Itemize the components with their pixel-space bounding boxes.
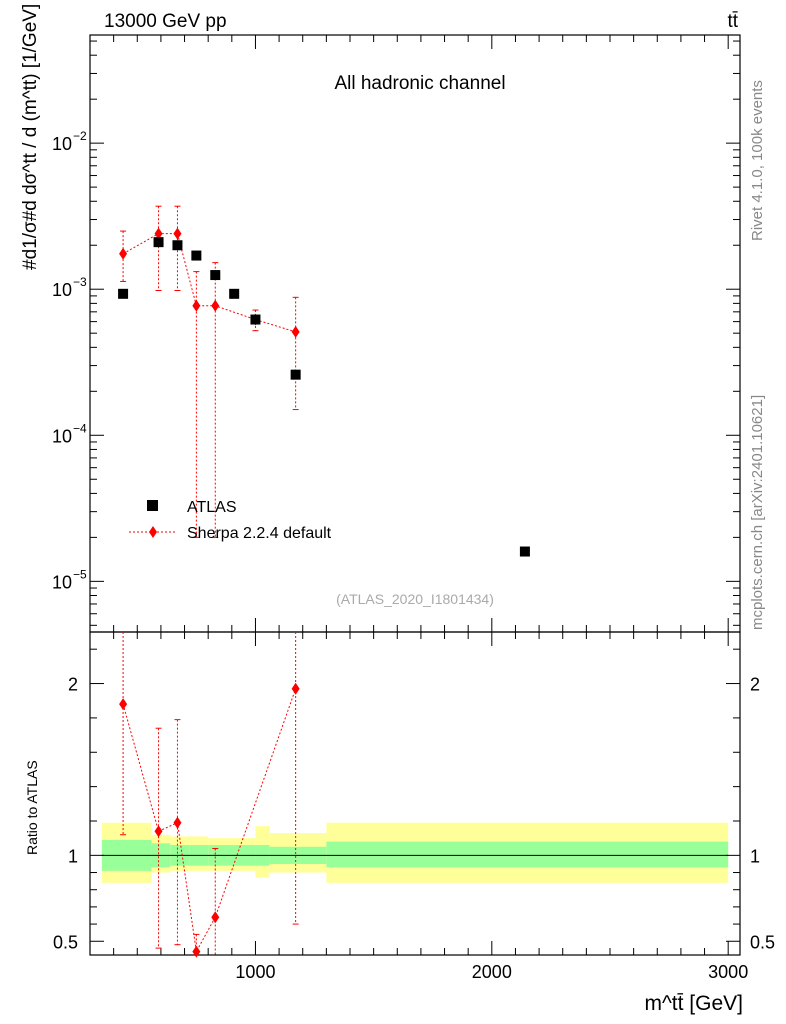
main-y-tick-label-exponent: −5 bbox=[73, 567, 87, 581]
legend-sherpa-marker bbox=[149, 526, 157, 538]
rivet-version-label: Rivet 4.1.0, 100k events bbox=[749, 80, 766, 241]
energy-label: 13000 GeV pp bbox=[104, 11, 227, 32]
sherpa-point bbox=[192, 299, 201, 312]
analysis-id: (ATLAS_2020_I1801434) bbox=[336, 591, 494, 607]
ratio-y-tick-label-right: 2 bbox=[750, 675, 760, 695]
legend-sherpa-label: Sherpa 2.2.4 default bbox=[187, 525, 332, 542]
legend-atlas-label: ATLAS bbox=[187, 499, 237, 516]
main-y-tick-label: 10 bbox=[52, 280, 72, 300]
ratio-sherpa-point bbox=[291, 682, 300, 695]
x-tick-label: 3000 bbox=[708, 962, 748, 982]
atlas-point bbox=[118, 288, 129, 299]
atlas-point bbox=[210, 270, 221, 281]
sherpa-point bbox=[154, 227, 163, 240]
ratio-band-inner bbox=[326, 841, 729, 868]
x-tick-label: 1000 bbox=[235, 962, 275, 982]
ratio-sherpa-point bbox=[173, 816, 182, 829]
atlas-point bbox=[519, 546, 530, 557]
atlas-point bbox=[153, 237, 164, 248]
ratio-plot-frame bbox=[89, 631, 741, 956]
sherpa-point bbox=[173, 227, 182, 240]
ratio-sherpa-line bbox=[122, 688, 297, 954]
sherpa-point bbox=[211, 299, 220, 312]
main-y-tick-label: 10 bbox=[52, 426, 72, 446]
main-y-tick-label: 10 bbox=[52, 134, 72, 154]
atlas-point bbox=[172, 240, 183, 251]
ratio-axis-ticks: 0.5 0.5 1 1 2 2 1000 2000 3000 bbox=[53, 632, 775, 982]
main-plot-frame bbox=[89, 34, 741, 633]
chart-title: All hadronic channel bbox=[334, 73, 505, 94]
ratio-y-tick-label: 2 bbox=[68, 675, 78, 695]
main-y-tick-label-exponent: −3 bbox=[73, 275, 87, 289]
atlas-point bbox=[250, 314, 261, 325]
atlas-point bbox=[290, 369, 301, 380]
main-y-axis-label: #d1/σ#d dσ^tt / d (m^tt) [1/GeV] bbox=[20, 4, 41, 270]
main-axis-ticks: 10−510−410−310−2 bbox=[52, 35, 740, 632]
main-y-tick-label-exponent: −2 bbox=[73, 129, 87, 143]
sherpa-point bbox=[291, 325, 300, 338]
ratio-y-tick-label: 0.5 bbox=[53, 932, 78, 952]
x-axis-label: m^tt̄ [GeV] bbox=[644, 992, 743, 1015]
main-y-tick-label: 10 bbox=[52, 572, 72, 592]
atlas-point bbox=[191, 250, 202, 261]
ratio-y-tick-label-right: 1 bbox=[750, 846, 760, 866]
atlas-point bbox=[229, 288, 240, 299]
ratio-y-axis-label: Ratio to ATLAS bbox=[24, 760, 40, 855]
main-plot-marks bbox=[118, 205, 530, 557]
ratio-sherpa-point bbox=[119, 698, 128, 711]
ratio-sherpa-point bbox=[211, 911, 220, 924]
x-tick-label: 2000 bbox=[472, 962, 512, 982]
ratio-sherpa-point bbox=[192, 945, 201, 958]
mcplots-source-label: mcplots.cern.ch [arXiv:2401.10621] bbox=[749, 395, 766, 630]
ratio-y-tick-label: 1 bbox=[68, 846, 78, 866]
ratio-band-group bbox=[101, 822, 729, 883]
sherpa-point bbox=[119, 247, 128, 260]
ratio-sherpa-point bbox=[154, 825, 163, 838]
ratio-y-tick-label-right: 0.5 bbox=[750, 932, 775, 952]
process-label: tt̄ bbox=[727, 11, 738, 32]
legend-atlas-marker bbox=[147, 500, 158, 511]
main-y-tick-label-exponent: −4 bbox=[73, 421, 87, 435]
sherpa-line bbox=[122, 233, 296, 333]
ratio-plot-marks bbox=[119, 632, 300, 958]
legend: ATLAS Sherpa 2.2.4 default bbox=[129, 499, 332, 542]
